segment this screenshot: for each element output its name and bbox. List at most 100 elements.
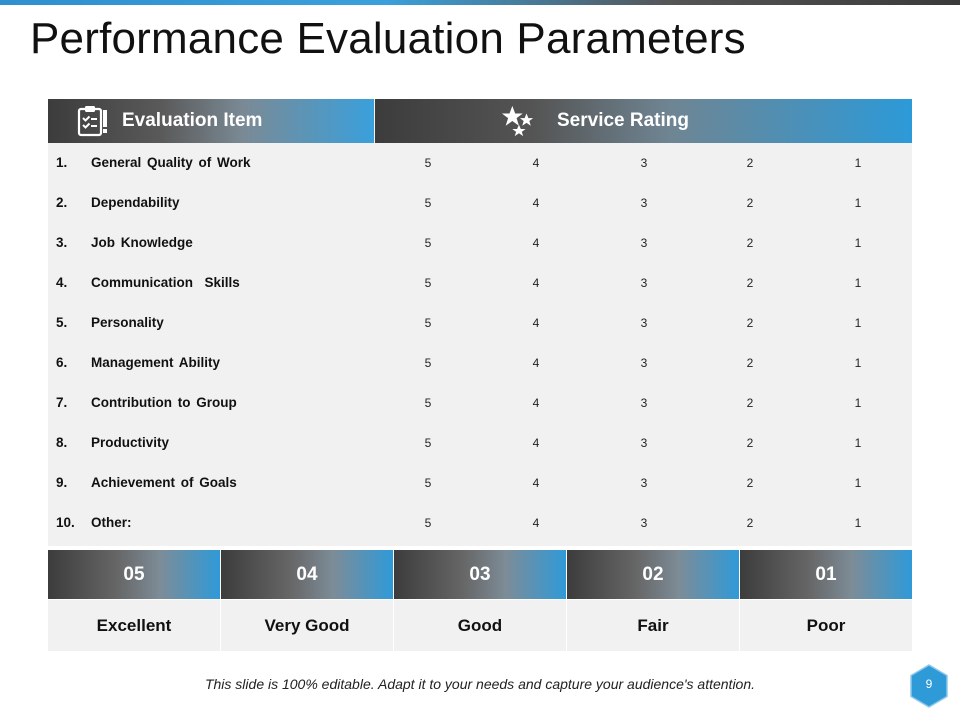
rating-5: 5 — [424, 356, 432, 370]
rating-1: 1 — [854, 276, 862, 290]
rating-3: 3 — [640, 436, 648, 450]
rating-2: 2 — [746, 276, 754, 290]
table-row: 1. General Quality of Work 5 4 3 2 1 — [48, 143, 912, 183]
row-label: Contribution to Group — [91, 395, 237, 410]
rating-2: 2 — [746, 436, 754, 450]
legend-fair: 02 Fair — [567, 550, 739, 651]
rating-1: 1 — [854, 436, 862, 450]
rating-5: 5 — [424, 476, 432, 490]
table-row: 10. Other: 5 4 3 2 1 — [48, 503, 912, 543]
rating-4: 4 — [532, 356, 540, 370]
rating-5: 5 — [424, 196, 432, 210]
row-label: Productivity — [91, 435, 170, 450]
row-number: 1. — [56, 155, 68, 170]
rating-1: 1 — [854, 396, 862, 410]
rating-3: 3 — [640, 356, 648, 370]
top-accent-bar — [0, 0, 960, 5]
row-label: General Quality of Work — [91, 155, 251, 170]
rating-4: 4 — [532, 196, 540, 210]
rating-2: 2 — [746, 396, 754, 410]
table-row: 8. Productivity 5 4 3 2 1 — [48, 423, 912, 463]
rating-4: 4 — [532, 516, 540, 530]
rating-2: 2 — [746, 476, 754, 490]
rating-4: 4 — [532, 396, 540, 410]
rating-2: 2 — [746, 356, 754, 370]
legend-code: 02 — [567, 550, 739, 599]
table-row: 4. Communication Skills 5 4 3 2 1 — [48, 263, 912, 303]
rating-2: 2 — [746, 196, 754, 210]
rating-3: 3 — [640, 516, 648, 530]
table-row: 3. Job Knowledge 5 4 3 2 1 — [48, 223, 912, 263]
row-label: Job Knowledge — [91, 235, 193, 250]
page-number: 9 — [925, 677, 933, 691]
legend-label: Fair — [567, 600, 739, 651]
legend-code: 04 — [221, 550, 393, 599]
header-evaluation-item: Evaluation Item — [48, 99, 374, 143]
row-label: Management Ability — [91, 355, 221, 370]
legend-poor: 01 Poor — [740, 550, 912, 651]
row-number: 10. — [56, 515, 75, 530]
stars-icon — [501, 104, 535, 138]
row-number: 6. — [56, 355, 68, 370]
row-label: Communication Skills — [91, 275, 240, 290]
rating-1: 1 — [854, 156, 862, 170]
rating-1: 1 — [854, 356, 862, 370]
rating-3: 3 — [640, 276, 648, 290]
rating-2: 2 — [746, 516, 754, 530]
row-number: 7. — [56, 395, 68, 410]
legend-good: 03 Good — [394, 550, 566, 651]
rating-4: 4 — [532, 236, 540, 250]
rating-1: 1 — [854, 516, 862, 530]
hexagon-icon — [910, 664, 948, 708]
evaluation-table: Evaluation Item Service Rating 1. Genera… — [48, 99, 912, 546]
header-item-label: Evaluation Item — [122, 110, 263, 131]
rating-3: 3 — [640, 156, 648, 170]
rating-4: 4 — [532, 476, 540, 490]
legend-label: Excellent — [48, 600, 220, 651]
footer-note: This slide is 100% editable. Adapt it to… — [204, 676, 756, 692]
legend-code: 03 — [394, 550, 566, 599]
row-label: Other: — [91, 515, 132, 530]
row-label: Achievement of Goals — [91, 475, 237, 490]
rating-1: 1 — [854, 476, 862, 490]
legend-very-good: 04 Very Good — [221, 550, 393, 651]
rating-3: 3 — [640, 316, 648, 330]
header-rating-label: Service Rating — [557, 110, 689, 131]
rating-legend: 05 Excellent 04 Very Good 03 Good 02 Fai… — [48, 550, 912, 651]
table-row: 5. Personality 5 4 3 2 1 — [48, 303, 912, 343]
rating-2: 2 — [746, 236, 754, 250]
row-number: 5. — [56, 315, 68, 330]
page-title: Performance Evaluation Parameters — [30, 14, 746, 63]
rating-5: 5 — [424, 156, 432, 170]
page-number-badge: 9 — [909, 664, 949, 708]
legend-code: 05 — [48, 550, 220, 599]
table-header: Evaluation Item Service Rating — [48, 99, 912, 143]
rating-1: 1 — [854, 236, 862, 250]
row-number: 9. — [56, 475, 68, 490]
rating-5: 5 — [424, 436, 432, 450]
rating-4: 4 — [532, 436, 540, 450]
row-label: Dependability — [91, 195, 180, 210]
legend-excellent: 05 Excellent — [48, 550, 220, 651]
rating-5: 5 — [424, 236, 432, 250]
table-row: 2. Dependability 5 4 3 2 1 — [48, 183, 912, 223]
rating-3: 3 — [640, 476, 648, 490]
rating-5: 5 — [424, 516, 432, 530]
legend-label: Poor — [740, 600, 912, 651]
rating-5: 5 — [424, 396, 432, 410]
legend-code: 01 — [740, 550, 912, 599]
rating-1: 1 — [854, 316, 862, 330]
rating-4: 4 — [532, 156, 540, 170]
row-number: 2. — [56, 195, 68, 210]
row-number: 8. — [56, 435, 68, 450]
rating-1: 1 — [854, 196, 862, 210]
row-label: Personality — [91, 315, 164, 330]
clipboard-check-icon — [76, 104, 110, 138]
rating-2: 2 — [746, 316, 754, 330]
rating-4: 4 — [532, 316, 540, 330]
table-row: 6. Management Ability 5 4 3 2 1 — [48, 343, 912, 383]
legend-label: Very Good — [221, 600, 393, 651]
legend-label: Good — [394, 600, 566, 651]
rating-4: 4 — [532, 276, 540, 290]
row-number: 3. — [56, 235, 68, 250]
